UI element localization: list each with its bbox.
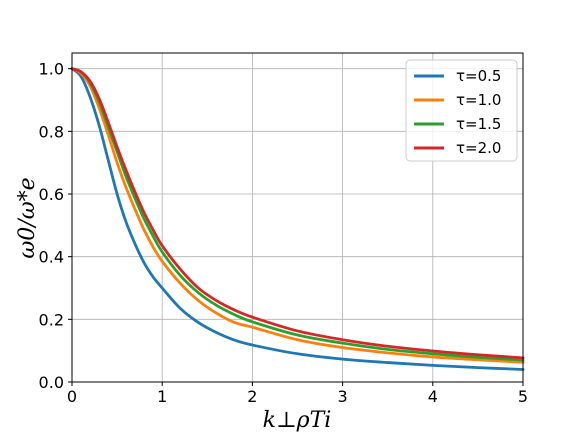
x-axis-label: k⊥ρTi — [263, 408, 332, 433]
y-tick-label: 0.6 — [39, 185, 64, 204]
series-lines — [70, 67, 525, 371]
legend-label-3: τ=1.5 — [456, 115, 501, 133]
axis-ticks — [68, 68, 524, 386]
series-line-1 — [70, 67, 525, 371]
x-tick-label: 3 — [338, 387, 348, 406]
series-line-4 — [70, 67, 525, 360]
x-tick-label: 5 — [518, 387, 528, 406]
y-tick-label: 0.4 — [39, 248, 64, 267]
y-tick-label: 0.0 — [39, 373, 64, 392]
x-tick-label: 2 — [247, 387, 257, 406]
legend-label-2: τ=1.0 — [456, 91, 501, 109]
legend: τ=0.5 τ=1.0 τ=1.5 τ=2.0 — [405, 59, 518, 162]
x-tick-label: 1 — [157, 387, 167, 406]
series-line-2 — [70, 67, 525, 364]
legend-label-1: τ=0.5 — [456, 67, 501, 85]
y-tick-label: 0.8 — [39, 122, 64, 141]
y-axis-label: ω0/ω*e — [15, 177, 40, 258]
y-tick-label: 1.0 — [39, 60, 64, 79]
plot-frame — [71, 52, 524, 383]
x-tick-label: 4 — [428, 387, 438, 406]
legend-box — [405, 59, 518, 162]
y-tick-label: 0.2 — [39, 310, 64, 329]
legend-label-4: τ=2.0 — [456, 139, 501, 157]
x-tick-label: 0 — [67, 387, 77, 406]
tick-labels: 0 1 2 3 4 5 0.0 0.2 0.4 0.6 0.8 1.0 — [39, 60, 529, 406]
